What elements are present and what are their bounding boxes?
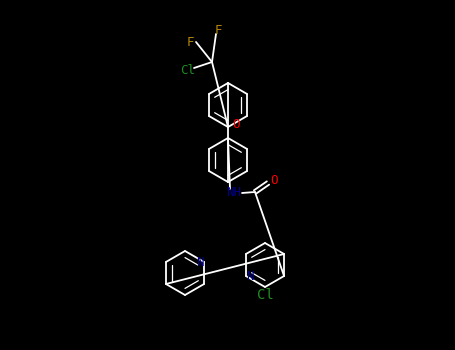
Text: F: F — [214, 23, 222, 36]
Text: N: N — [196, 256, 204, 268]
Text: Cl: Cl — [257, 288, 273, 302]
Text: N: N — [246, 270, 254, 282]
Text: F: F — [186, 35, 194, 49]
Text: O: O — [270, 175, 278, 188]
Text: NH: NH — [227, 187, 242, 199]
Text: O: O — [232, 118, 240, 131]
Text: Cl: Cl — [181, 63, 196, 77]
